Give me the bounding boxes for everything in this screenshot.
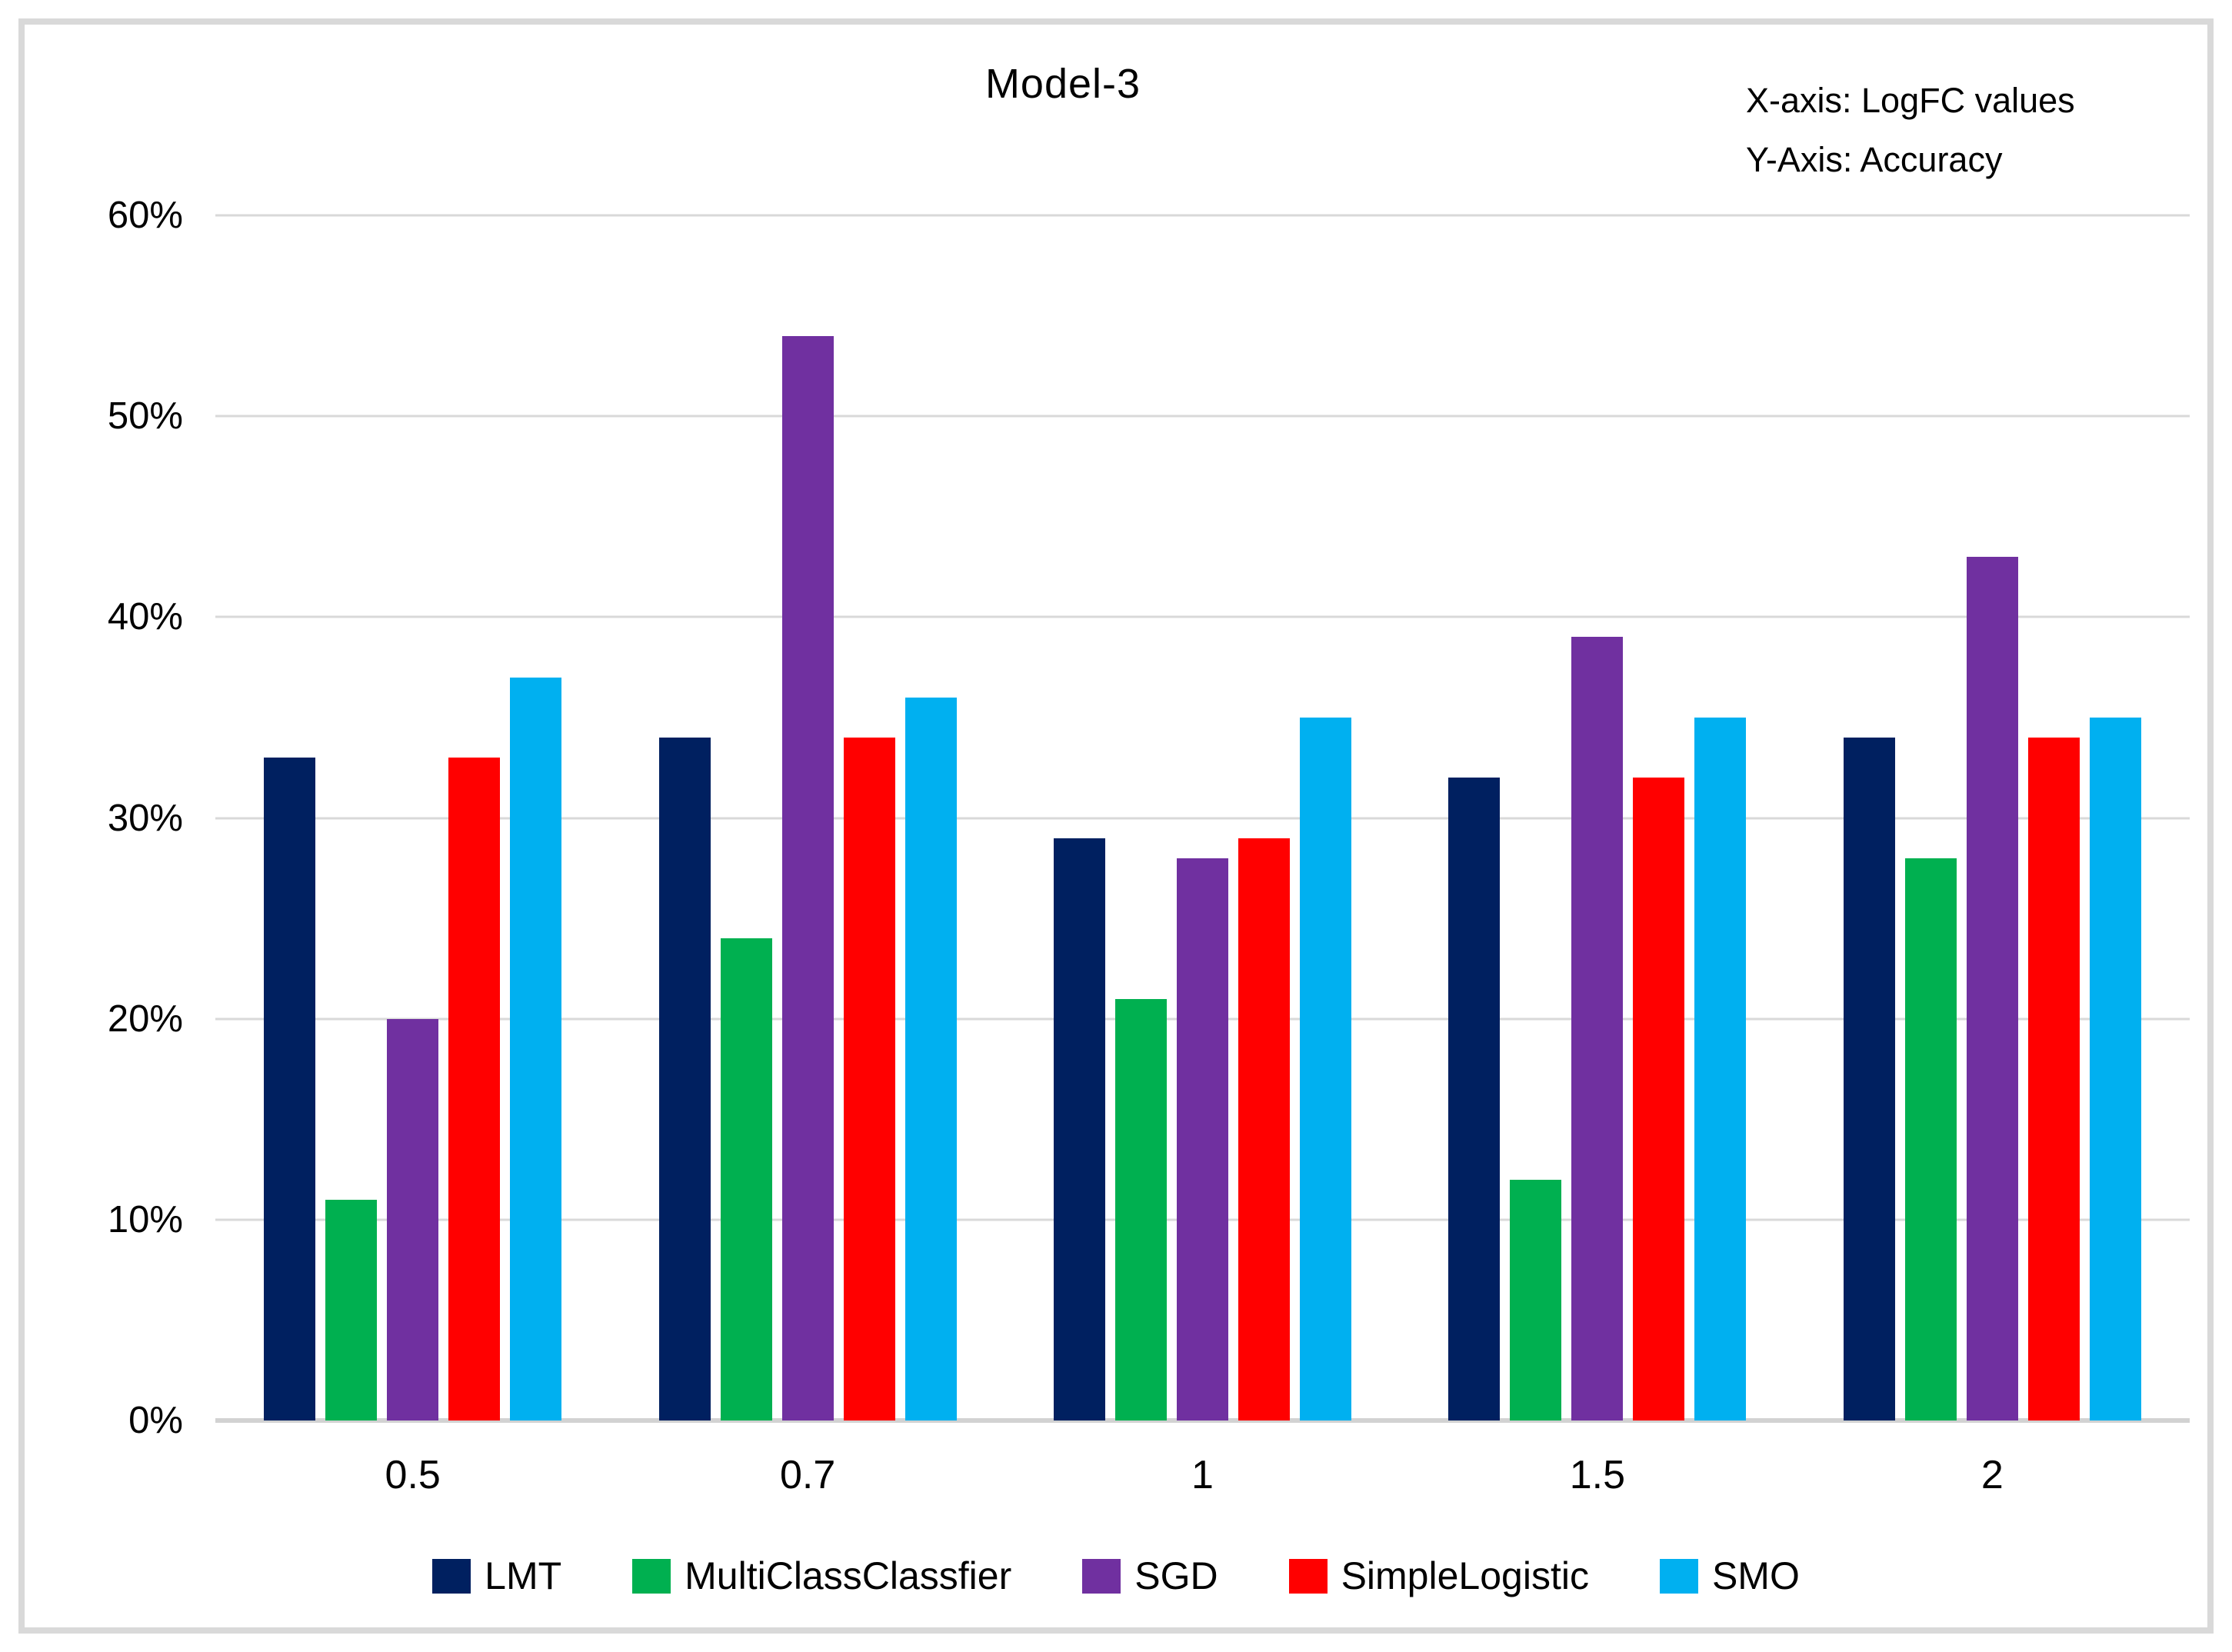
- chart-title: Model-3: [984, 61, 1141, 107]
- bar-SimpleLogistic-1: [1238, 838, 1291, 1421]
- legend-item-SimpleLogistic: SimpleLogistic: [1288, 1554, 1589, 1598]
- y-axis-labels: 0% 10% 20% 30% 40% 50% 60%: [25, 195, 183, 1441]
- legend-label-SGD: SGD: [1134, 1554, 1218, 1597]
- bar-SimpleLogistic-2: [2027, 738, 2080, 1421]
- bar-LMT-0.5: [264, 758, 316, 1421]
- bar-MultiClassClassfier-1.5: [1510, 1179, 1562, 1421]
- plot-area: [215, 214, 2190, 1423]
- y-tick-label-20%: 20%: [107, 998, 183, 1040]
- legend-swatch-SimpleLogistic: [1288, 1558, 1328, 1594]
- annotation-y-axis-line: Y-Axis: Accuracy: [1746, 140, 2003, 179]
- legend-item-MultiClassClassfier: MultiClassClassfier: [632, 1554, 1011, 1598]
- bar-MultiClassClassfier-2: [1904, 858, 1957, 1421]
- bar-group-1: [1005, 215, 1400, 1421]
- bar-group-0.5: [215, 215, 610, 1421]
- legend-label-LMT: LMT: [485, 1554, 562, 1597]
- legend-item-LMT: LMT: [432, 1554, 561, 1598]
- y-tick-label-40%: 40%: [107, 596, 183, 638]
- gridline-30%: [215, 817, 2190, 819]
- bar-SMO-0.7: [904, 697, 957, 1421]
- legend-label-SimpleLogistic: SimpleLogistic: [1341, 1554, 1589, 1597]
- bar-group-1.5: [1400, 215, 1794, 1421]
- legend: LMT MultiClassClassfier SGD SimpleLogistic S…: [25, 1554, 2207, 1598]
- gridline-60%: [215, 214, 2190, 217]
- chart-frame-border: Model-3 X-axis: LogFC values Y-Axis: Acc…: [18, 18, 2214, 1634]
- annotation-x-axis-line: X-axis: LogFC values: [1746, 81, 2075, 120]
- legend-swatch-MultiClassClassfier: [632, 1558, 671, 1594]
- x-tick-label-1: 1: [1191, 1453, 1214, 1497]
- x-axis-labels: 0.5 0.7 1 1.5 2: [215, 1452, 2190, 1498]
- gridline-50%: [215, 415, 2190, 418]
- y-tick-label-0%: 0%: [128, 1400, 183, 1441]
- y-tick-label-10%: 10%: [107, 1198, 183, 1241]
- bar-MultiClassClassfier-1: [1115, 998, 1168, 1421]
- bar-SMO-1: [1300, 717, 1352, 1421]
- bar-SMO-2: [2089, 717, 2141, 1421]
- bar-MultiClassClassfier-0.7: [720, 938, 772, 1421]
- bar-LMT-2: [1843, 738, 1895, 1421]
- legend-item-SGD: SGD: [1082, 1554, 1218, 1598]
- bar-SimpleLogistic-0.5: [448, 758, 501, 1421]
- x-tick-label-2: 2: [1980, 1453, 2004, 1497]
- bar-LMT-1: [1054, 838, 1106, 1421]
- legend-label-SMO: SMO: [1711, 1554, 1800, 1597]
- bar-SGD-0.5: [387, 1018, 439, 1421]
- y-tick-label-30%: 30%: [107, 797, 183, 839]
- y-tick-label-60%: 60%: [107, 195, 183, 236]
- x-tick-label-0.7: 0.7: [779, 1453, 836, 1497]
- bar-SMO-0.5: [510, 677, 562, 1421]
- bar-LMT-1.5: [1448, 778, 1501, 1421]
- bar-SimpleLogistic-1.5: [1633, 778, 1685, 1421]
- legend-item-SMO: SMO: [1659, 1554, 1800, 1598]
- gridline-40%: [215, 615, 2190, 618]
- legend-label-MultiClassClassfier: MultiClassClassfier: [685, 1554, 1012, 1597]
- bar-SGD-1.5: [1571, 637, 1624, 1421]
- x-tick-label-1.5: 1.5: [1569, 1453, 1626, 1497]
- legend-swatch-SMO: [1659, 1558, 1698, 1594]
- bar-groups: [215, 215, 2190, 1421]
- bar-SMO-1.5: [1694, 717, 1747, 1421]
- bar-group-2: [1795, 215, 2190, 1421]
- bar-SGD-1: [1177, 858, 1229, 1421]
- x-axis-baseline: [215, 1418, 2190, 1423]
- bar-SimpleLogistic-0.7: [843, 738, 895, 1421]
- bar-group-0.7: [610, 215, 1004, 1421]
- bar-LMT-0.7: [658, 738, 711, 1421]
- y-tick-label-50%: 50%: [107, 395, 183, 438]
- x-tick-label-0.5: 0.5: [385, 1453, 441, 1497]
- bar-MultiClassClassfier-0.5: [325, 1199, 378, 1421]
- legend-swatch-LMT: [432, 1558, 471, 1594]
- legend-swatch-SGD: [1082, 1558, 1121, 1594]
- axis-annotation: X-axis: LogFC values Y-Axis: Accuracy: [1746, 71, 2075, 189]
- bar-SGD-2: [1966, 556, 2018, 1421]
- bar-SGD-0.7: [781, 335, 834, 1421]
